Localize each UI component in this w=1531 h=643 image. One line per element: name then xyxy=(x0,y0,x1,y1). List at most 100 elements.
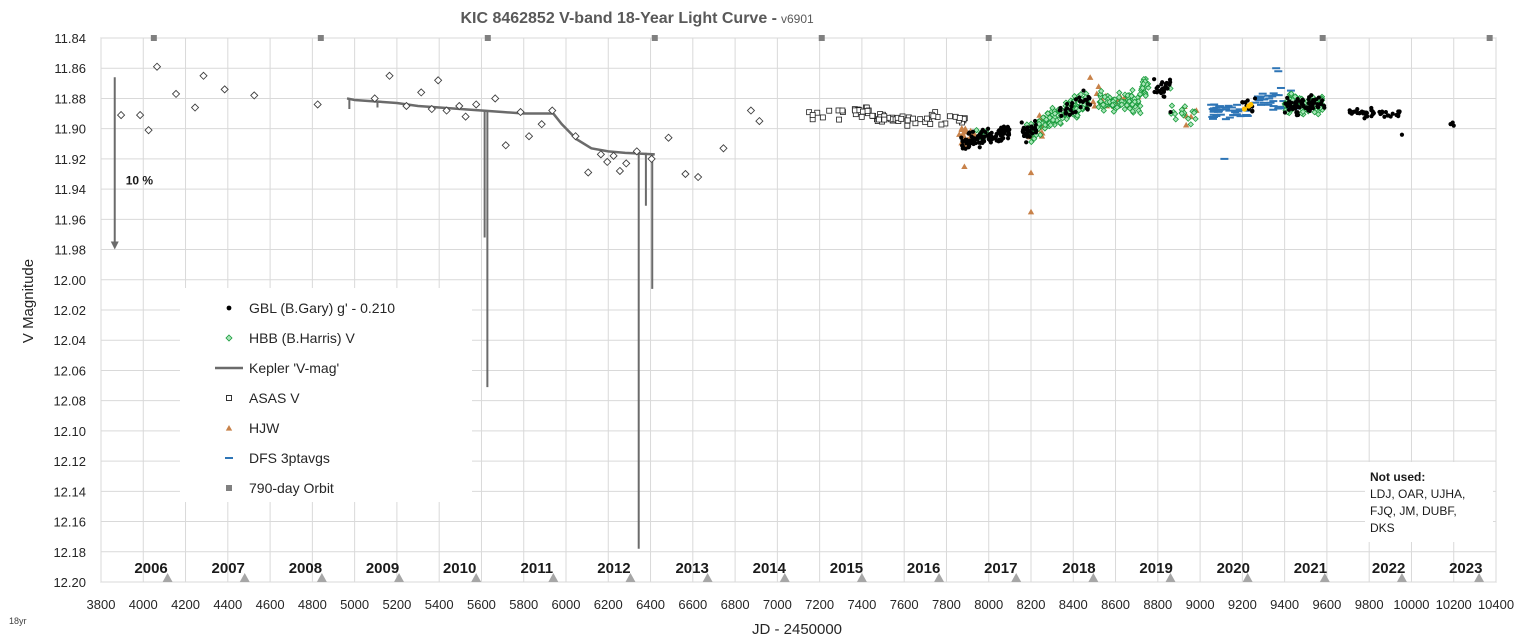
asas-point xyxy=(116,110,126,120)
asas-point xyxy=(402,101,411,111)
gbl-point xyxy=(1282,110,1288,115)
gbl-point xyxy=(970,129,976,134)
asas-point xyxy=(622,159,631,168)
gbl-point xyxy=(1067,112,1072,117)
triangle-marker-icon xyxy=(394,573,405,582)
corner-label: 18yr xyxy=(9,616,27,626)
x-tick-label: 6000 xyxy=(552,597,581,612)
gbl-point xyxy=(1070,101,1075,106)
asas-point xyxy=(596,150,606,159)
x-tick-label: 9000 xyxy=(1186,597,1215,612)
triangle-marker-icon xyxy=(1396,573,1407,582)
gbl-point xyxy=(1240,100,1245,105)
asas-point xyxy=(370,94,379,103)
asas-v-point xyxy=(904,122,911,129)
orbit-marker xyxy=(651,35,658,41)
x-tick-label: 7200 xyxy=(805,597,834,612)
year-label: 2013 xyxy=(675,560,708,577)
not-used-line: LDJ, OAR, UJHA, xyxy=(1370,487,1465,501)
y-axis-label: V Magnitude xyxy=(20,259,37,343)
triangle-marker-icon xyxy=(1165,573,1176,582)
y-tick-label: 11.84 xyxy=(54,31,86,46)
gbl-point xyxy=(1154,90,1160,95)
asas-v-point xyxy=(869,112,876,119)
triangle-marker-icon xyxy=(1319,573,1330,582)
gbl-point xyxy=(1059,113,1064,118)
asas-v-point xyxy=(876,116,882,123)
x-tick-label: 8600 xyxy=(1101,597,1130,612)
x-tick-label: 10200 xyxy=(1436,597,1472,612)
year-label: 2009 xyxy=(366,560,399,577)
asas-point xyxy=(746,106,756,115)
asas-point xyxy=(135,110,145,120)
gbl-point xyxy=(1167,77,1173,82)
asas-v-point xyxy=(904,117,911,124)
gbl-point xyxy=(960,143,965,148)
gbl-point xyxy=(1290,106,1295,112)
asas-point xyxy=(501,141,510,150)
x-tick-label: 8000 xyxy=(974,597,1003,612)
x-tick-label: 5600 xyxy=(467,597,496,612)
asas-v-point xyxy=(898,115,905,122)
asas-v-point xyxy=(864,107,871,114)
year-label: 2020 xyxy=(1217,560,1250,577)
year-label: 2008 xyxy=(289,560,322,577)
y-tick-label: 11.90 xyxy=(54,122,86,137)
gbl-point xyxy=(980,134,985,139)
asas-point xyxy=(220,85,229,94)
asas-point xyxy=(615,166,625,176)
gbl-point xyxy=(1161,89,1167,95)
legend-label: HJW xyxy=(249,420,280,436)
year-label: 2010 xyxy=(443,560,476,577)
hbb-point xyxy=(1124,92,1131,99)
gbl-point xyxy=(1027,134,1032,139)
asas-point xyxy=(755,116,764,126)
asas-v-point xyxy=(881,116,888,123)
ten-percent-annotation: 10 % xyxy=(110,77,153,250)
year-label: 2012 xyxy=(597,560,630,577)
gbl-point xyxy=(1303,105,1308,111)
triangle-marker-icon xyxy=(1242,573,1253,582)
gbl-point xyxy=(1310,101,1315,107)
gbl-point xyxy=(1163,84,1168,89)
year-label: 2011 xyxy=(521,560,554,577)
gbl-point xyxy=(980,137,985,142)
gbl-point xyxy=(1079,98,1084,104)
triangle-marker-icon xyxy=(702,573,713,582)
legend-item: HBB (B.Harris) V xyxy=(225,330,355,346)
asas-point xyxy=(152,62,162,71)
hbb-point xyxy=(1100,107,1107,114)
gbl-point xyxy=(1295,98,1300,103)
gbl-point xyxy=(990,136,995,142)
legend-label: ASAS V xyxy=(249,390,300,406)
gbl-point xyxy=(1396,109,1401,114)
hbb-point xyxy=(1172,116,1179,123)
series-asas-early xyxy=(116,62,764,182)
x-tick-label: 8200 xyxy=(1017,597,1046,612)
gbl-point xyxy=(1033,130,1039,135)
hbb-point xyxy=(1187,121,1194,128)
legend-marker xyxy=(225,334,233,342)
x-tick-label: 9400 xyxy=(1270,597,1299,612)
gbl-point xyxy=(968,141,974,146)
hjw-point xyxy=(1086,74,1094,80)
asas-v-point xyxy=(917,116,924,123)
gbl-point xyxy=(1383,110,1388,115)
gbl-point xyxy=(1064,110,1069,116)
gbl-point xyxy=(1087,102,1093,107)
asas-v-point xyxy=(956,115,963,121)
asas-v-point xyxy=(910,115,916,122)
chart-title: KIC 8462852 V-band 18-Year Light Curve - xyxy=(460,10,777,27)
asas-point xyxy=(632,147,641,156)
y-tick-label: 11.96 xyxy=(54,212,86,227)
data-series xyxy=(116,62,1456,549)
chart-version: v6901 xyxy=(781,12,814,26)
legend-marker xyxy=(226,395,232,401)
hbb-point xyxy=(1121,105,1128,113)
asas-v-point xyxy=(927,120,934,127)
legend-item: ASAS V xyxy=(226,390,300,406)
legend-item: Kepler 'V-mag' xyxy=(215,360,339,376)
hbb-point xyxy=(1056,119,1064,127)
gbl-point xyxy=(975,136,980,141)
x-tick-labels: 3800 4000 4200 4400 4600 4800 5000 5200 5400 5600… xyxy=(87,597,1515,612)
